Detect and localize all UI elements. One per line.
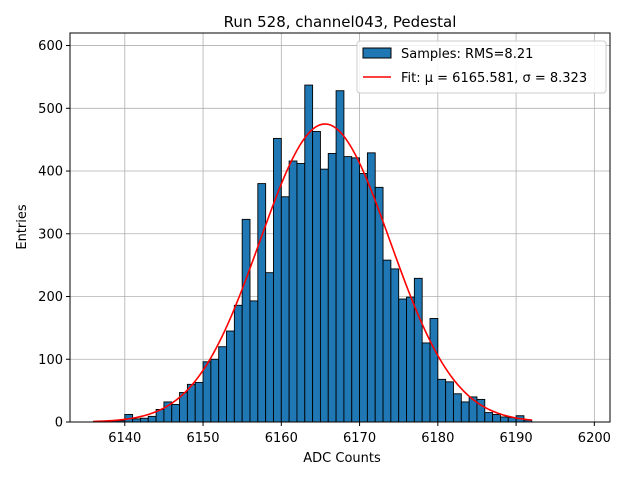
x-tick-label: 6160: [265, 431, 298, 446]
histogram-bar: [233, 304, 243, 423]
histogram-bar: [265, 272, 274, 423]
y-tick-label: 0: [55, 416, 63, 431]
histogram-bar: [413, 277, 423, 423]
legend-box: [356, 40, 607, 94]
histogram-bar: [429, 318, 439, 423]
histogram-bar: [406, 296, 415, 423]
histogram-bar: [202, 361, 212, 423]
legend-swatch-samples: [362, 47, 392, 59]
histogram-bar: [382, 259, 392, 423]
plot-frame: [69, 32, 611, 423]
y-tick-label: 100: [38, 353, 63, 368]
x-tick-label: 6150: [186, 431, 219, 446]
histogram-bar: [241, 218, 251, 423]
histogram-bar: [147, 415, 157, 423]
histogram-bar: [398, 298, 407, 423]
x-tick-label: 6190: [500, 431, 533, 446]
histogram-bar: [312, 131, 321, 423]
histogram-bar: [445, 381, 454, 423]
histogram-bar: [484, 412, 494, 423]
histogram-bar: [194, 382, 204, 423]
histogram-bar: [437, 378, 447, 423]
histogram-bar: [351, 157, 361, 423]
histogram-bar: [359, 173, 368, 423]
gaussian-fit-curve: [93, 123, 532, 423]
chart-title: Run 528, channel043, Pedestal: [224, 13, 457, 31]
histogram-bar: [319, 168, 329, 423]
histogram-bar: [226, 330, 235, 423]
x-axis-ticks: 6140 6150 6160 6170 6180 6190 6200: [108, 422, 611, 446]
histogram-bar: [288, 160, 298, 423]
y-tick-label: 400: [38, 165, 63, 180]
x-tick-label: 6200: [578, 431, 611, 446]
histogram-bar: [327, 153, 337, 423]
histogram-bar: [296, 163, 306, 423]
histogram-bar: [374, 186, 384, 423]
histogram-bar: [343, 156, 353, 423]
legend: Samples: RMS=8.21 Fit: μ = 6165.581, σ =…: [356, 40, 607, 94]
histogram-bar: [421, 342, 431, 423]
histogram-bar: [273, 137, 282, 423]
y-tick-label: 200: [38, 290, 63, 305]
x-tick-label: 6170: [343, 431, 376, 446]
legend-label-samples: Samples: RMS=8.21: [401, 47, 533, 62]
histogram-bar: [335, 90, 345, 423]
histogram-bar: [210, 358, 220, 423]
histogram-bar: [453, 393, 462, 423]
x-tick-label: 6140: [108, 431, 141, 446]
histogram-bar: [460, 401, 470, 423]
y-axis-ticks: 0 100 200 300 400 500 600: [38, 39, 70, 431]
y-tick-label: 300: [38, 227, 63, 242]
histogram-bar: [139, 417, 149, 423]
histogram-bar: [280, 196, 290, 423]
histogram-bar: [186, 383, 196, 423]
histogram-bar: [257, 183, 267, 423]
histogram-bars: [93, 84, 533, 423]
histogram-bar: [171, 403, 181, 423]
legend-label-fit: Fit: μ = 6165.581, σ = 8.323: [401, 71, 587, 86]
y-axis-label: Entries: [15, 204, 30, 250]
histogram-bar: [499, 416, 509, 423]
histogram-bar: [366, 152, 376, 423]
y-tick-label: 600: [38, 39, 63, 54]
histogram-bar: [218, 346, 227, 423]
y-tick-label: 500: [38, 102, 63, 117]
x-tick-label: 6180: [421, 431, 454, 446]
x-axis-label: ADC Counts: [303, 451, 381, 466]
histogram-bar: [492, 414, 501, 423]
histogram-bar: [249, 300, 259, 423]
histogram-bar: [390, 268, 400, 423]
